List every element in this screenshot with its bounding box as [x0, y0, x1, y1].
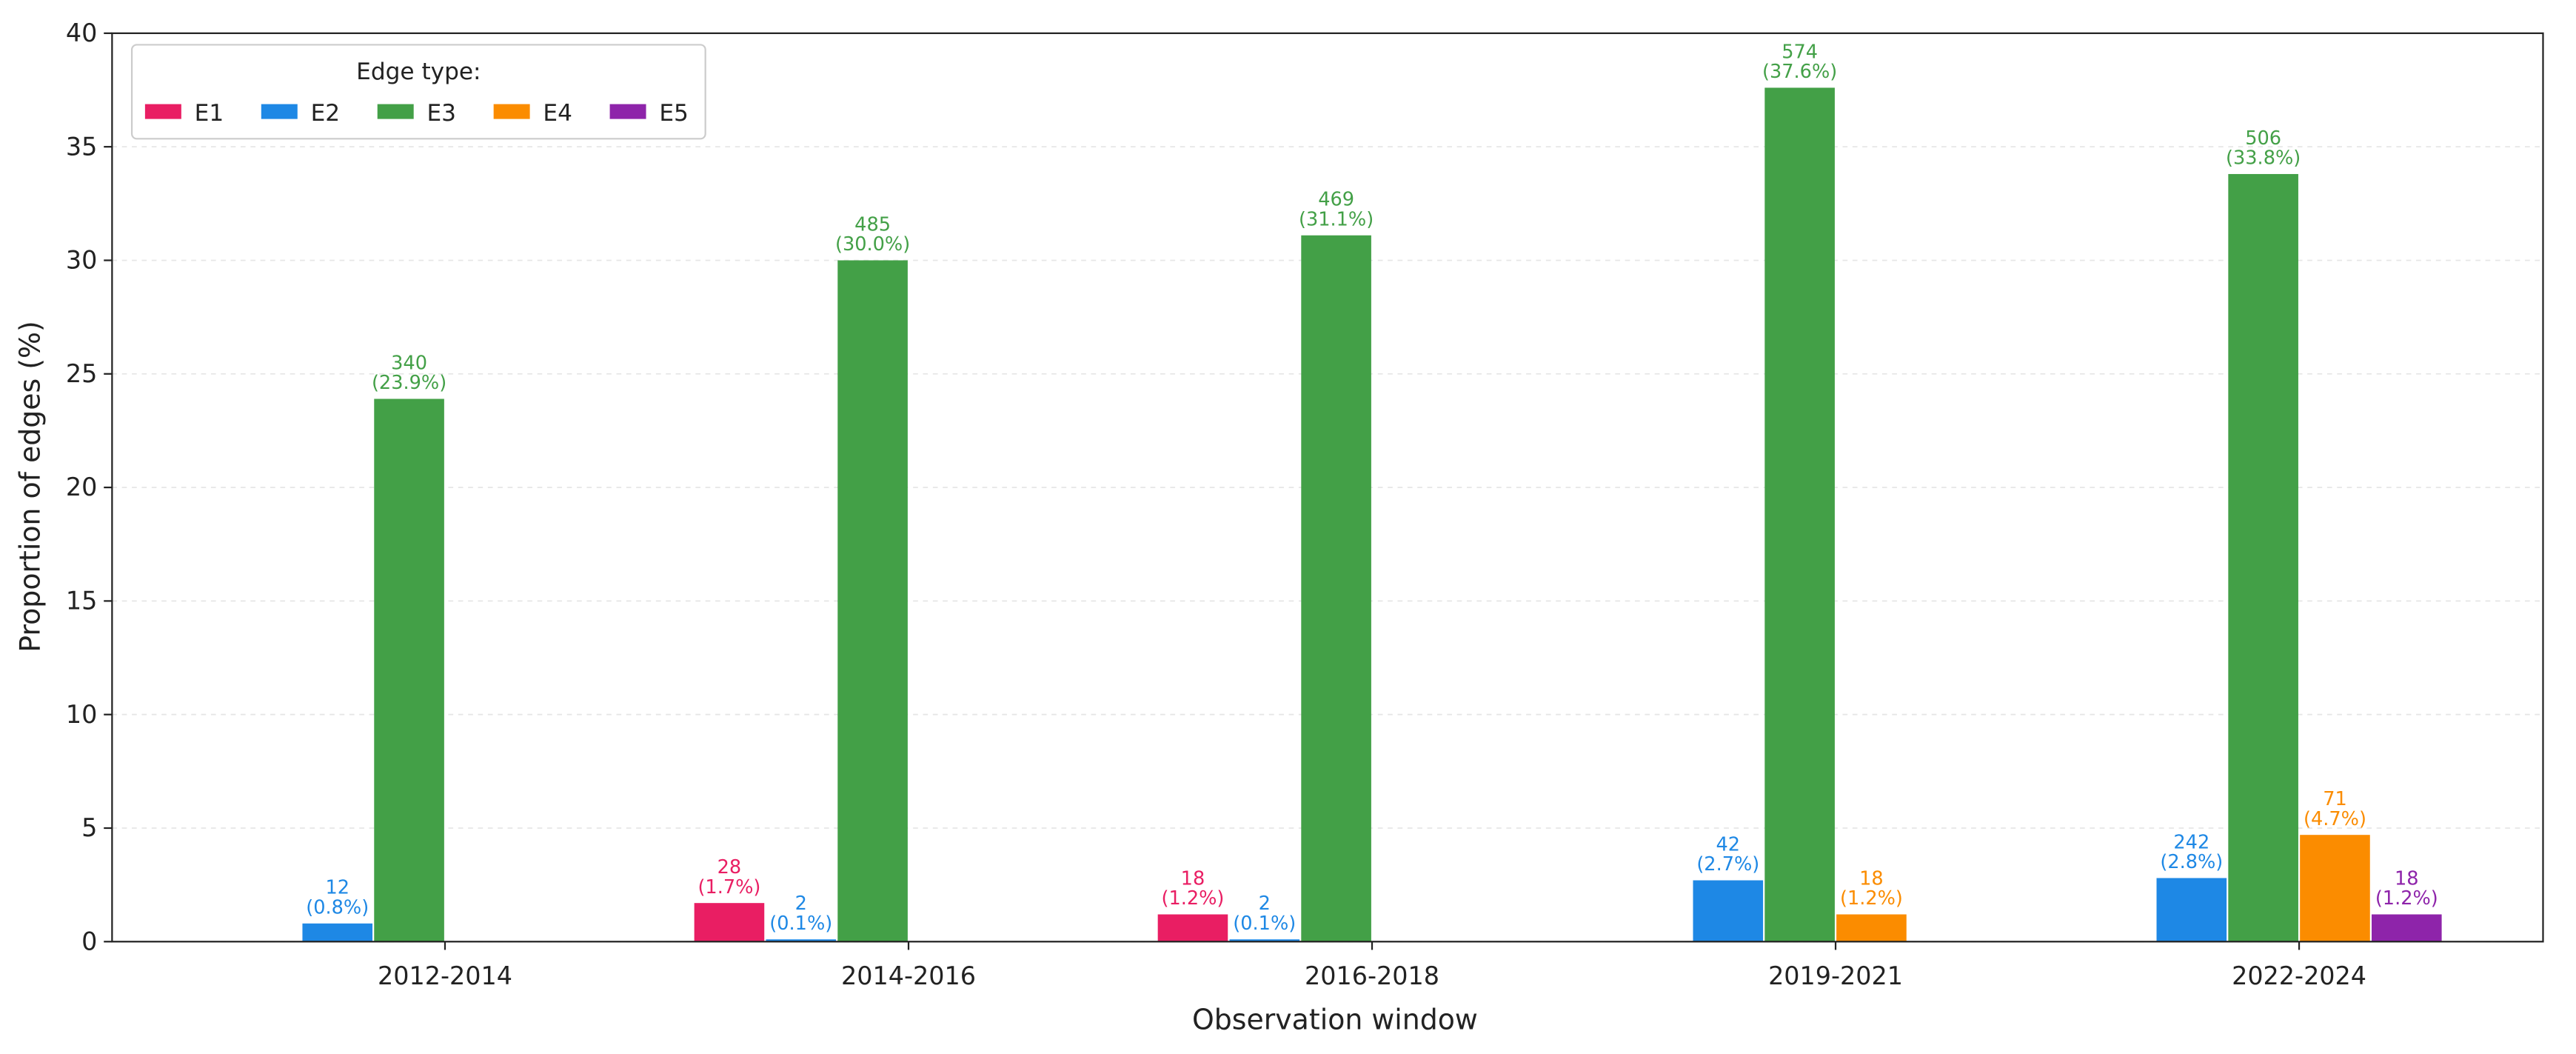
value-label: 18 (1.2%)	[1840, 867, 1903, 910]
value-label: 28 (1.7%)	[697, 856, 760, 898]
value-label: 12 (0.8%)	[306, 877, 369, 919]
bar	[837, 260, 908, 942]
y-tick-label: 40	[66, 19, 97, 47]
bar	[1229, 939, 1300, 942]
bar	[1157, 914, 1228, 942]
legend-title: Edge type:	[356, 59, 481, 85]
bar	[766, 939, 837, 942]
bar	[302, 923, 373, 942]
legend-label: E4	[543, 100, 572, 127]
value-label: 469 (31.1%)	[1299, 189, 1374, 231]
value-label: 340 (23.9%)	[372, 352, 446, 394]
legend-label: E3	[426, 100, 456, 127]
y-axis-label: Proportion of edges (%)	[13, 321, 46, 652]
y-tick-label: 0	[81, 927, 97, 955]
value-label: 18 (1.2%)	[2375, 867, 2438, 910]
bar	[2228, 173, 2298, 942]
bar	[2371, 914, 2442, 942]
value-label: 18 (1.2%)	[1161, 867, 1224, 910]
y-tick-label: 15	[66, 587, 97, 616]
y-tick-label: 20	[66, 473, 97, 501]
y-tick-label: 25	[66, 359, 97, 388]
legend-swatch	[377, 104, 414, 119]
bar	[694, 903, 765, 942]
y-tick-label: 35	[66, 132, 97, 161]
legend-label: E1	[195, 100, 224, 127]
legend-label: E5	[659, 100, 689, 127]
x-tick-label: 2016-2018	[1305, 961, 1439, 990]
y-tick-label: 30	[66, 246, 97, 275]
value-label: 2 (0.1%)	[1233, 893, 1296, 935]
x-tick-label: 2012-2014	[378, 961, 512, 990]
value-label: 42 (2.7%)	[1696, 833, 1759, 875]
bar	[374, 398, 444, 942]
value-label: 574 (37.6%)	[1762, 41, 1837, 83]
plot-frame	[111, 32, 2544, 943]
x-tick-label: 2022-2024	[2232, 961, 2366, 990]
x-tick-label: 2014-2016	[841, 961, 976, 990]
value-label: 242 (2.8%)	[2160, 831, 2223, 873]
legend-swatch	[493, 104, 530, 119]
x-axis-label: Observation window	[1192, 1003, 1478, 1035]
legend-swatch	[261, 104, 298, 119]
value-label: 71 (4.7%)	[2304, 788, 2366, 830]
value-label: 485 (30.0%)	[835, 213, 910, 256]
value-label: 2 (0.1%)	[769, 893, 832, 935]
bar	[1301, 235, 1371, 942]
value-label: 506 (33.8%)	[2226, 127, 2301, 170]
legend-swatch	[609, 104, 646, 119]
bar	[2300, 835, 2370, 942]
y-tick-label: 5	[81, 813, 97, 842]
bar	[2156, 878, 2227, 942]
bar	[1764, 87, 1835, 942]
y-tick-label: 10	[66, 700, 97, 729]
legend-swatch	[144, 104, 181, 119]
bar	[1836, 914, 1907, 942]
bar	[1693, 880, 1764, 942]
x-tick-label: 2019-2021	[1768, 961, 1903, 990]
legend-label: E2	[311, 100, 341, 127]
